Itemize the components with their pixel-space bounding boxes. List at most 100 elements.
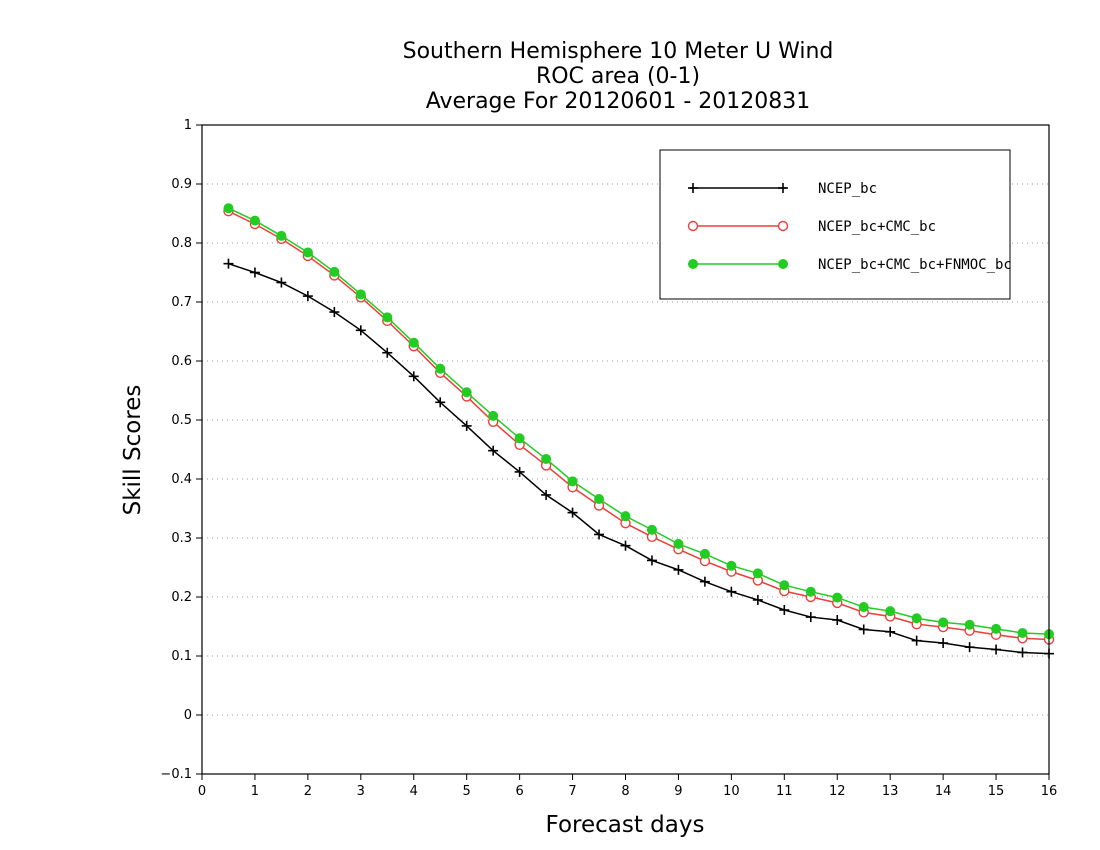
y-tick-label: 0.7 [171, 295, 192, 310]
data-point-filled-circle [488, 410, 499, 421]
data-point-plus [911, 635, 922, 646]
data-point-plus [646, 555, 657, 566]
data-point-filled-circle [779, 580, 790, 591]
x-axis-label: Forecast days [546, 812, 705, 838]
data-point-plus [276, 277, 287, 288]
data-point-filled-circle [408, 337, 419, 348]
data-point-plus [726, 586, 737, 597]
x-tick-label: 7 [568, 784, 576, 799]
y-tick-label: 0.3 [171, 531, 192, 546]
data-point-plus [1017, 647, 1028, 658]
series-line [228, 262, 1050, 655]
y-tick-label: 0.6 [171, 354, 192, 369]
data-point-filled-circle [938, 617, 949, 628]
data-point-plus [302, 291, 313, 302]
x-tick-label: 16 [1041, 784, 1058, 799]
data-point-filled-circle [699, 548, 710, 559]
data-point-plus [991, 644, 1002, 655]
data-point-filled-circle [858, 602, 869, 613]
data-point-plus [594, 529, 605, 540]
data-point-filled-circle [752, 568, 763, 579]
data-point-plus [461, 420, 472, 431]
data-point-plus [355, 325, 366, 336]
x-tick-label: 8 [621, 784, 629, 799]
x-tick-label: 10 [723, 784, 740, 799]
x-tick-label: 13 [882, 784, 899, 799]
data-point-filled-circle [435, 363, 446, 374]
data-point-filled-circle [726, 560, 737, 571]
data-point-filled-circle [249, 215, 260, 226]
plot-frame [201, 124, 1050, 775]
data-point-plus [752, 594, 763, 605]
y-tick-label: 1 [184, 118, 192, 133]
legend-box [659, 149, 1011, 300]
data-point-filled-circle [991, 623, 1002, 634]
data-point-filled-circle [964, 619, 975, 630]
title-line-2: ROC area (0-1) [536, 64, 700, 89]
data-point-filled-circle [688, 259, 698, 269]
y-tick-label: 0.4 [171, 472, 192, 487]
data-point-filled-circle [514, 433, 525, 444]
data-point-filled-circle [302, 247, 313, 258]
data-point-filled-circle [1017, 627, 1028, 638]
data-point-filled-circle [885, 606, 896, 617]
data-point-plus [778, 183, 788, 193]
data-point-plus [620, 540, 631, 551]
y-tick-label: −0.1 [160, 767, 192, 782]
data-point-open-circle [777, 220, 789, 232]
data-point-filled-circle [541, 453, 552, 464]
x-tick-label: 12 [829, 784, 846, 799]
series-1 [223, 258, 1054, 659]
series-3 [223, 203, 1054, 640]
data-point-plus [832, 615, 843, 626]
data-point-filled-circle [911, 613, 922, 624]
legend-label: NCEP_bc+CMC_bc+FNMOC_bc [818, 257, 1012, 273]
x-tick-label: 15 [988, 784, 1005, 799]
data-point-filled-circle [832, 592, 843, 603]
data-point-plus [329, 307, 340, 318]
y-axis-label: Skill Scores [120, 385, 146, 516]
legend-label: NCEP_bc [818, 181, 877, 197]
data-point-plus [779, 604, 790, 615]
data-point-filled-circle [382, 312, 393, 323]
data-point-filled-circle [594, 494, 605, 505]
data-point-open-circle [687, 220, 699, 232]
chart-title: Southern Hemisphere 10 Meter U Wind ROC … [403, 39, 834, 114]
data-point-filled-circle [329, 266, 340, 277]
legend: NCEP_bc NCEP_bc+CMC_bc NCEP_bc+CMC_bc+FNMO… [659, 149, 1012, 300]
data-point-plus [858, 624, 869, 635]
x-tick-label: 11 [776, 784, 793, 799]
data-point-plus [688, 183, 698, 193]
data-point-plus [408, 371, 419, 382]
x-tick-label: 0 [198, 784, 206, 799]
y-tick-label: 0 [184, 708, 192, 723]
y-axis-ticks: −0.1 0 0.1 0.2 0.3 0.4 0.5 0.6 0.7 0.8 0.9 1 [160, 118, 202, 782]
data-point-plus [567, 507, 578, 518]
data-point-filled-circle [567, 476, 578, 487]
data-point-filled-circle [620, 511, 631, 522]
y-tick-label: 0.5 [171, 413, 192, 428]
data-point-plus [514, 466, 525, 477]
data-point-filled-circle [778, 259, 788, 269]
data-point-filled-circle [805, 586, 816, 597]
data-point-filled-circle [276, 230, 287, 241]
x-tick-label: 9 [674, 784, 682, 799]
data-point-filled-circle [646, 524, 657, 535]
data-point-plus [673, 564, 684, 575]
data-point-plus [699, 576, 710, 587]
title-line-3: Average For 20120601 - 20120831 [426, 89, 811, 114]
x-tick-label: 1 [251, 784, 259, 799]
x-axis-ticks: 0 1 2 3 4 5 6 7 8 9 10 11 12 13 14 15 16 [198, 774, 1057, 799]
x-tick-label: 5 [463, 784, 471, 799]
data-point-plus [382, 347, 393, 358]
data-point-plus [488, 445, 499, 456]
data-point-plus [249, 267, 260, 278]
data-point-filled-circle [355, 289, 366, 300]
x-tick-label: 14 [935, 784, 952, 799]
data-point-plus [938, 638, 949, 649]
x-tick-label: 4 [410, 784, 418, 799]
data-point-plus [805, 612, 816, 623]
title-line-1: Southern Hemisphere 10 Meter U Wind [403, 39, 834, 64]
x-tick-label: 2 [304, 784, 312, 799]
